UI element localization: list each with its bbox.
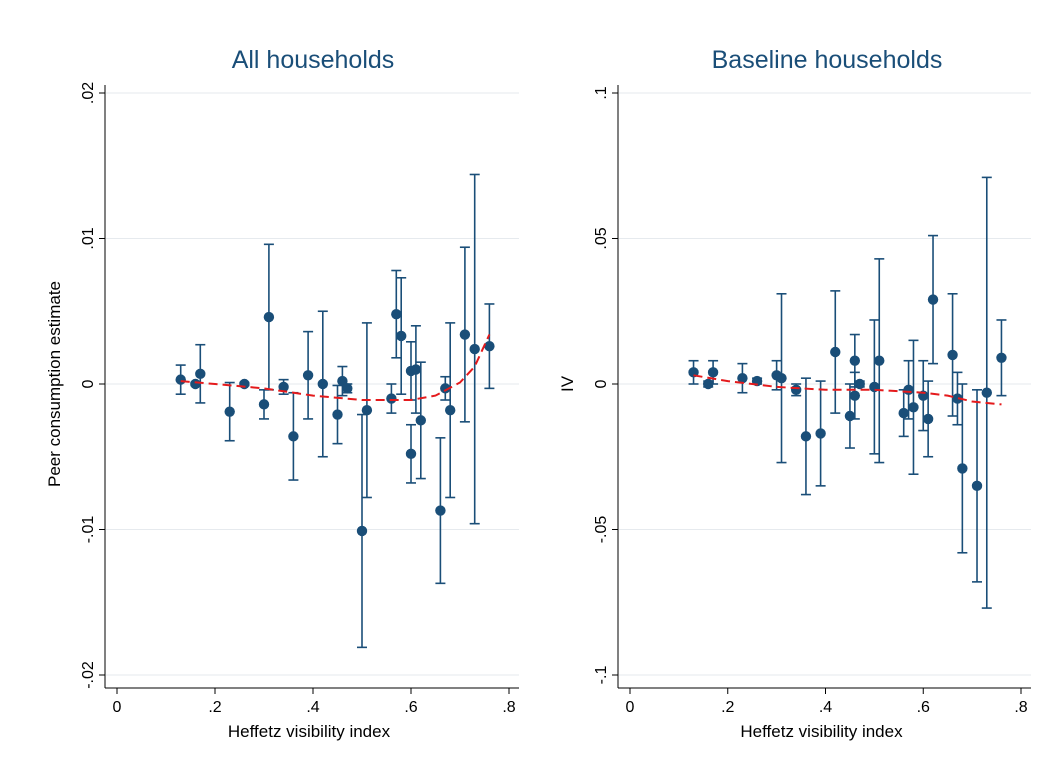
panel-1-y-tick-label: 0 <box>80 379 97 388</box>
panel-2-data-point <box>947 349 958 361</box>
panel-1-data-point <box>288 431 299 442</box>
panel-1-title: All households <box>232 46 395 74</box>
panel-1-data-point <box>337 375 348 387</box>
panel-1-data-point <box>342 383 353 394</box>
panel-1-data-point <box>396 330 407 342</box>
panel-2-y-tick-label: 0 <box>593 379 610 388</box>
panel-1-x-tick-label: .8 <box>502 699 515 716</box>
panel-1-data-point <box>224 406 235 417</box>
panel-1-data-point <box>469 343 480 355</box>
panel-2-data-point <box>903 384 914 396</box>
panel-2-y-tick-label: -.05 <box>593 516 610 544</box>
panel-1-data-point <box>258 399 270 410</box>
panel-1-data-point <box>317 378 328 390</box>
panel-2-data-point <box>790 384 802 396</box>
panel-2-data-point <box>737 372 748 384</box>
panel-2-data-point <box>908 402 919 413</box>
panel-2-x-tick-label: .8 <box>1014 699 1027 716</box>
panel-1-data-point <box>175 374 186 385</box>
panel-2-data-point <box>854 378 865 390</box>
panel-1-data-point <box>440 383 451 394</box>
panel-2-data-point <box>844 410 856 422</box>
panel-1-y-tick-label: .01 <box>80 227 97 249</box>
panel-1-data-point <box>361 404 373 416</box>
panel-1-x-tick-label: .6 <box>404 699 417 716</box>
panel-2-data-point <box>800 431 812 442</box>
panel-2-data-point <box>707 367 719 378</box>
panel-1-data-point <box>415 415 426 426</box>
panel-2-data-point <box>849 355 861 366</box>
panel-2-data-point <box>874 355 885 366</box>
panel-2-y-tick-label: .05 <box>593 227 610 249</box>
panel-1-y-tick-label: .02 <box>80 82 97 104</box>
panel-2-x-tick-label: .2 <box>721 699 734 716</box>
panel-2-data-point <box>898 407 909 419</box>
panel-1-y-tick-label: -.02 <box>80 661 97 689</box>
panel-1-data-point <box>263 311 275 323</box>
panel-2-x-tick-label: .4 <box>819 699 832 716</box>
panel-2-data-point <box>703 378 714 390</box>
panel-1-data-point <box>302 370 314 381</box>
panel-1-data-point <box>410 364 422 375</box>
panel-1: -.02 -.01 0 .01 .02 0 .2 .4 .6 .8 Heffetz visibili… <box>45 46 519 741</box>
panel-2-x-tick-label: .6 <box>917 699 930 716</box>
panel-2-x-tick-label: 0 <box>626 699 635 716</box>
panel-2-data-point <box>849 390 861 401</box>
panel-1-y-axis-label: Peer consumption estimate <box>45 281 64 487</box>
panel-2-data-point <box>922 413 934 425</box>
panel-2-data-point <box>776 372 787 384</box>
panel-1-data-point <box>190 378 201 390</box>
panel-1-data-point <box>459 329 471 340</box>
panel-1-data-point <box>405 448 417 460</box>
panel-1-x-tick-label: 0 <box>113 699 122 716</box>
panel-1-x-tick-label: .2 <box>208 699 221 716</box>
panel-2-data-point <box>830 346 841 358</box>
panel-2-y-tick-label: .1 <box>593 86 610 99</box>
panel-2-data-point <box>952 393 963 404</box>
panel-1-data-point <box>356 525 368 537</box>
panel-2-data-point <box>815 428 826 439</box>
panel-1-data-point <box>332 409 343 420</box>
panel-1-x-axis-label: Heffetz visibility index <box>228 722 391 741</box>
panel-2-data-point <box>996 352 1007 364</box>
panel-2-data-point <box>927 294 939 305</box>
panel-2-data-point <box>971 480 983 492</box>
panel-1-fit-line <box>180 334 491 401</box>
panel-1-data-point <box>278 381 289 393</box>
panel-2-fit-line <box>693 374 1002 406</box>
panel-2-data-point <box>981 387 992 398</box>
panel-1-data-point <box>386 393 397 404</box>
panel-1-data-point <box>391 308 402 320</box>
panel-1-y-tick-label: -.01 <box>80 516 97 544</box>
panel-2-x-axis-label: Heffetz visibility index <box>740 722 903 741</box>
panel-2-data-point <box>957 463 968 474</box>
panel-1-data-point <box>484 340 495 352</box>
panel-2: -.1 -.05 0 .05 .1 0 .2 .4 .6 .8 Heffetz visibility… <box>558 46 1031 741</box>
panel-1-data-point <box>195 368 206 380</box>
panel-2-y-tick-label: -.1 <box>593 666 610 685</box>
panel-2-title: Baseline households <box>712 46 943 74</box>
panel-1-data-point <box>445 404 456 416</box>
panel-1-data-point <box>435 505 446 516</box>
panel-2-y-axis-label: IV <box>558 375 577 392</box>
panel-1-x-tick-label: .4 <box>306 699 319 716</box>
